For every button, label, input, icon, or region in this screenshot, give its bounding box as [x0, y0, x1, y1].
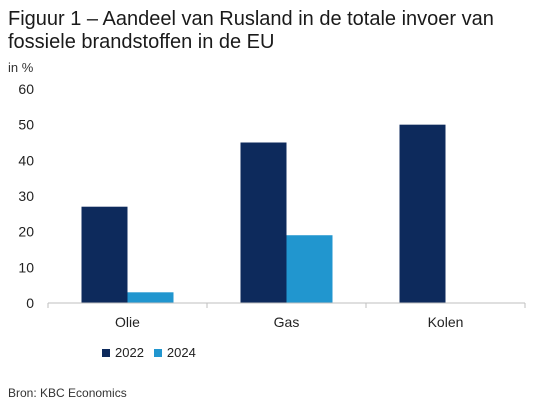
y-tick-label: 0: [26, 295, 34, 311]
bar-olie-2022: [81, 206, 128, 303]
bar-olie-2024: [127, 292, 174, 303]
unit-label: in %: [8, 60, 34, 75]
legend-item-2024: 2024: [153, 345, 196, 360]
x-category-label: Olie: [115, 314, 140, 330]
legend-label-2022: 2022: [115, 345, 144, 360]
y-tick-label: 40: [18, 152, 34, 168]
bar-gas-2024: [286, 235, 333, 303]
y-tick-label: 20: [18, 224, 34, 240]
x-category-label: Kolen: [428, 314, 464, 330]
y-tick-label: 60: [18, 81, 34, 97]
y-tick-label: 30: [18, 188, 34, 204]
legend-swatch-2024: [153, 348, 162, 357]
source-note: Bron: KBC Economics: [8, 386, 127, 400]
legend-label-2024: 2024: [166, 345, 196, 360]
y-tick-label: 10: [18, 259, 34, 275]
bar-gas-2022: [240, 142, 287, 303]
legend-swatch-2022: [102, 348, 110, 357]
x-category-label: Gas: [274, 314, 300, 330]
bar-chart: 0 10 20 30 40 50 60 Olie Gas Kolen: [18, 81, 526, 330]
legend-item-2022: 2022: [102, 345, 144, 360]
bar-kolen-2022: [399, 124, 446, 304]
chart-title: Figuur 1 – Aandeel van Rusland in de tot…: [8, 8, 494, 53]
y-tick-label: 50: [18, 117, 34, 133]
legend: 2022 2024: [102, 345, 196, 360]
